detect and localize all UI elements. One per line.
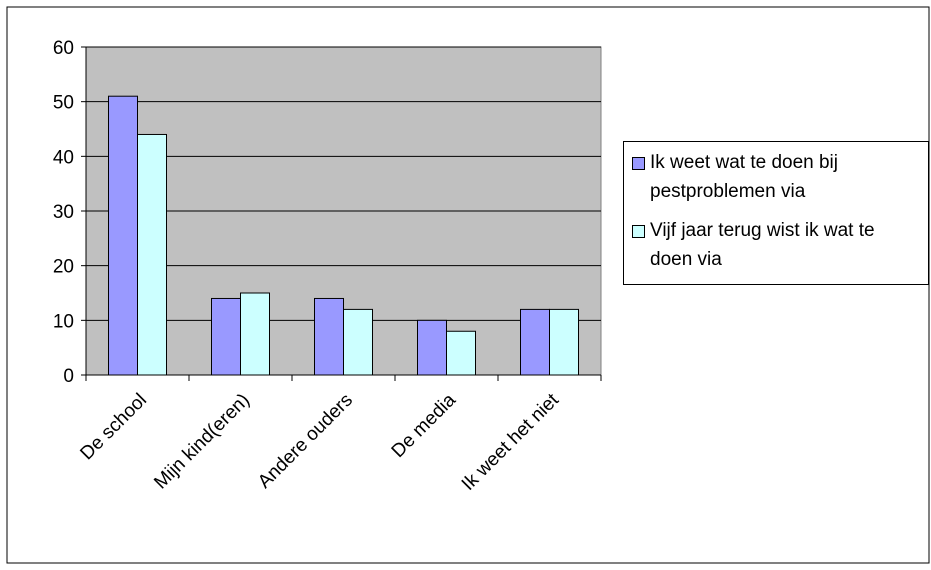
y-tick-label: 50 bbox=[53, 93, 74, 114]
bar-series-1-0 bbox=[108, 95, 138, 376]
bars bbox=[108, 95, 579, 376]
gridlines bbox=[86, 46, 601, 321]
y-tick-label: 30 bbox=[53, 202, 74, 223]
bar-series-2-0 bbox=[137, 133, 167, 376]
bar-series-2-3 bbox=[446, 330, 476, 376]
bar-series-2-4 bbox=[549, 308, 579, 376]
legend-label-series-2: Vijf jaar terug wist ik wat te doen via bbox=[650, 220, 875, 270]
y-tick-label: 10 bbox=[53, 311, 74, 332]
y-tick-label: 0 bbox=[63, 366, 74, 387]
bar-series-2-1 bbox=[240, 292, 270, 376]
legend: Ik weet wat te doen bij pestproblemen vi… bbox=[623, 141, 929, 285]
legend-item-series-1: Ik weet wat te doen bij pestproblemen vi… bbox=[632, 148, 920, 206]
bar-series-2-2 bbox=[343, 308, 373, 376]
legend-swatch-series-2 bbox=[632, 225, 645, 238]
bar-series-1-4 bbox=[520, 308, 550, 376]
bar-series-1-1 bbox=[211, 297, 241, 376]
bar-series-1-2 bbox=[314, 297, 344, 376]
y-tick-label: 60 bbox=[53, 38, 74, 59]
y-tick-label: 20 bbox=[53, 257, 74, 278]
bar-series-1-3 bbox=[417, 319, 447, 376]
y-tick-label: 40 bbox=[53, 147, 74, 168]
legend-label-series-1: Ik weet wat te doen bij pestproblemen vi… bbox=[650, 152, 838, 202]
legend-swatch-series-1 bbox=[632, 157, 645, 170]
legend-item-series-2: Vijf jaar terug wist ik wat te doen via bbox=[632, 216, 920, 274]
